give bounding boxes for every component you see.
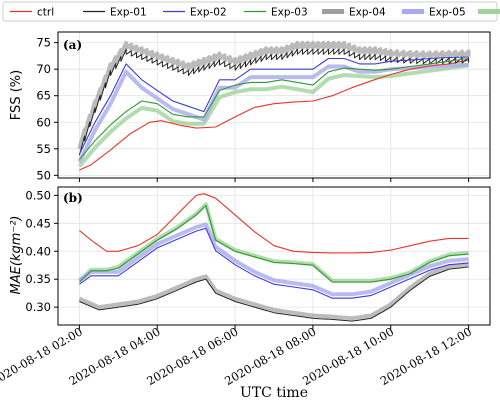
legend-label-exp-03: Exp-03 xyxy=(271,7,308,19)
y-axis-label-b: MAE(kgm⁻²) xyxy=(9,216,24,295)
y-tick-label: 0.35 xyxy=(25,272,51,286)
y-tick-label: 0.45 xyxy=(25,216,51,230)
series-exp-01-a xyxy=(78,48,470,156)
legend-label-exp-01: Exp-01 xyxy=(110,7,147,19)
y-tick-label: 0.50 xyxy=(25,188,51,202)
series-exp-06-b xyxy=(78,202,469,283)
y-tick-label: 75 xyxy=(36,36,51,50)
series-exp-02-a xyxy=(78,56,469,155)
y-tick-label: 70 xyxy=(36,62,51,76)
y-ticks-b: 0.30 0.35 0.40 0.45 0.50 xyxy=(25,188,58,314)
series-exp-05-b xyxy=(78,222,469,297)
panel-a: 50 55 60 65 70 75 FSS (%) (a) xyxy=(9,31,491,182)
grid-b xyxy=(58,187,490,329)
y-tick-label: 0.40 xyxy=(25,244,51,258)
legend-label-ctrl: ctrl xyxy=(37,7,54,19)
panel-b: 0.30 0.35 0.40 0.45 0.50 MAE(kgm⁻²) (b) xyxy=(9,186,491,329)
legend-label-exp-05: Exp-05 xyxy=(429,7,466,19)
series-ctrl-a xyxy=(79,59,469,171)
y-tick-label: 0.30 xyxy=(25,300,51,314)
y-tick-label: 65 xyxy=(36,89,51,103)
panel-label-a: (a) xyxy=(63,38,82,52)
y-axis-label-a: FSS (%) xyxy=(9,70,24,120)
y-tick-label: 55 xyxy=(36,142,51,156)
series-exp-03-a xyxy=(78,57,469,160)
series-exp-05-a xyxy=(77,62,469,163)
frame-a xyxy=(57,31,491,179)
plot-area-b xyxy=(78,193,469,322)
plot-area-a xyxy=(77,40,471,171)
y-tick-label: 50 xyxy=(36,168,51,182)
series-exp-04-b xyxy=(78,262,469,321)
series-exp-04-a xyxy=(77,40,471,150)
series-exp-06-a xyxy=(77,63,469,168)
series-exp-02-b xyxy=(79,227,469,299)
series-ctrl-b xyxy=(79,193,469,254)
series-exp-01-b xyxy=(79,266,469,322)
legend-label-exp-02: Exp-02 xyxy=(190,7,227,19)
x-axis-label: UTC time xyxy=(240,385,308,401)
y-tick-label: 60 xyxy=(36,115,51,129)
frame-b xyxy=(57,186,491,326)
legend-label-exp-04: Exp-04 xyxy=(349,7,386,19)
series-exp-03-b xyxy=(79,204,469,283)
panel-label-b: (b) xyxy=(63,191,83,205)
y-ticks-a: 50 55 60 65 70 75 xyxy=(36,36,58,182)
